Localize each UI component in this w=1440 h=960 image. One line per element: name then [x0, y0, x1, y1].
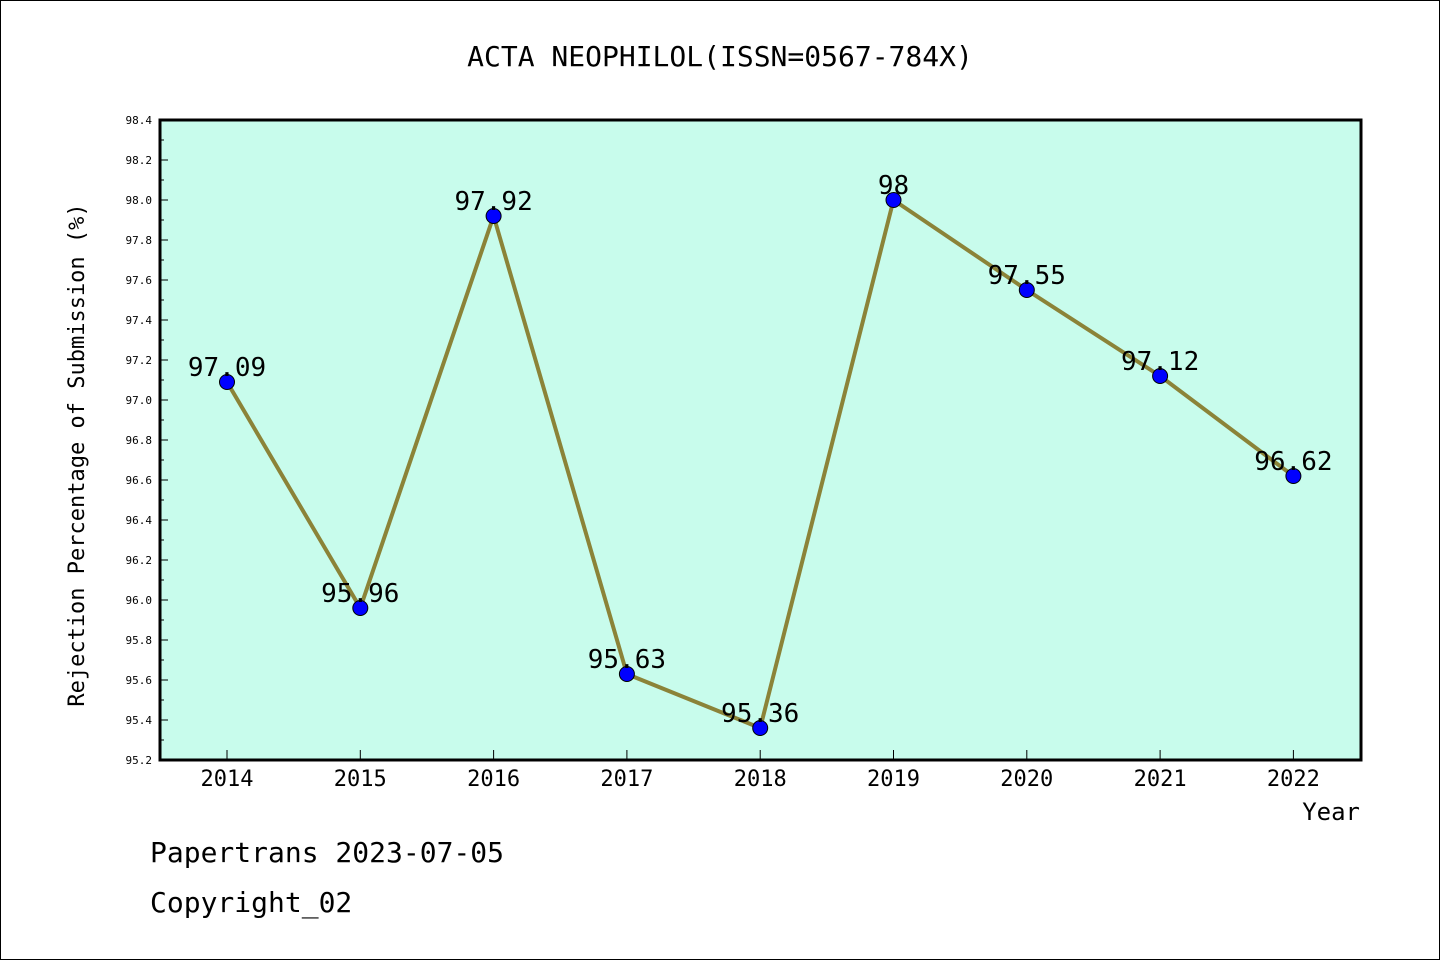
data-label: 96.62	[1254, 447, 1332, 477]
x-tick-label: 2022	[1267, 767, 1320, 792]
x-tick-label: 2021	[1134, 767, 1187, 792]
chart-title: ACTA NEOPHILOL(ISSN=0567-784X)	[467, 40, 973, 73]
x-tick-label: 2014	[201, 767, 254, 792]
y-tick-label: 98.4	[126, 114, 153, 127]
y-tick-label: 98.2	[126, 154, 153, 167]
data-point	[1152, 368, 1169, 384]
x-tick-label: 2017	[600, 767, 653, 792]
y-tick-label: 96.0	[126, 594, 153, 607]
y-tick-label: 95.2	[126, 754, 153, 767]
y-tick-label: 97.2	[126, 354, 153, 367]
y-axis-label: Rejection Percentage of Submission (%)	[65, 203, 90, 706]
data-point	[618, 666, 635, 682]
y-tick-label: 96.8	[126, 434, 153, 447]
footer-copyright: Copyright_02	[150, 886, 353, 919]
data-point	[752, 720, 769, 736]
x-tick-label: 2020	[1000, 767, 1053, 792]
data-label: 95.36	[721, 699, 799, 729]
data-label: 97.55	[988, 261, 1066, 291]
x-tick-label: 2019	[867, 767, 920, 792]
plot-area	[158, 118, 1363, 762]
data-label: 97.12	[1121, 347, 1199, 377]
y-tick-label: 96.4	[126, 514, 153, 527]
data-label: 95.96	[321, 579, 399, 609]
data-label: 97.92	[454, 187, 532, 217]
x-axis-label: Year	[1302, 798, 1360, 826]
marker-group	[219, 192, 1302, 736]
data-point	[485, 208, 502, 224]
y-tick-label: 97.6	[126, 274, 153, 287]
data-label: 98	[878, 171, 909, 201]
data-point	[352, 600, 369, 616]
x-tick-label: 2015	[334, 767, 387, 792]
y-tick-label: 97.0	[126, 394, 153, 407]
y-tick-label: 96.2	[126, 554, 153, 567]
data-point	[1018, 282, 1035, 298]
y-tick-label: 98.0	[126, 194, 153, 207]
y-tick-label: 95.6	[126, 674, 153, 687]
y-tick-label: 95.8	[126, 634, 153, 647]
data-point	[1285, 468, 1302, 484]
y-tick-label: 97.8	[126, 234, 153, 247]
y-tick-label: 95.4	[126, 714, 153, 727]
data-point	[219, 374, 235, 390]
data-label-group: 97.09 95.96 97.92 95.63 95.36 98 97.55 97.12 96.…	[188, 171, 1333, 729]
data-point	[885, 192, 902, 208]
footer-date: Papertrans 2023-07-05	[150, 836, 505, 869]
x-tick-label: 2016	[467, 767, 520, 792]
data-label: 97.09	[188, 353, 266, 383]
y-axis: 95.2 95.4 95.6 95.8 96.0 96.2 96.4 96.6 96.8 97.0…	[126, 114, 168, 767]
x-tick-label: 2018	[734, 767, 787, 792]
y-tick-label: 97.4	[126, 314, 153, 327]
x-axis: 2014 2015 2016 2017 2018 2019 2020 2021 2022	[201, 750, 1320, 792]
data-label: 95.63	[588, 645, 666, 675]
y-tick-label: 96.6	[126, 474, 153, 487]
